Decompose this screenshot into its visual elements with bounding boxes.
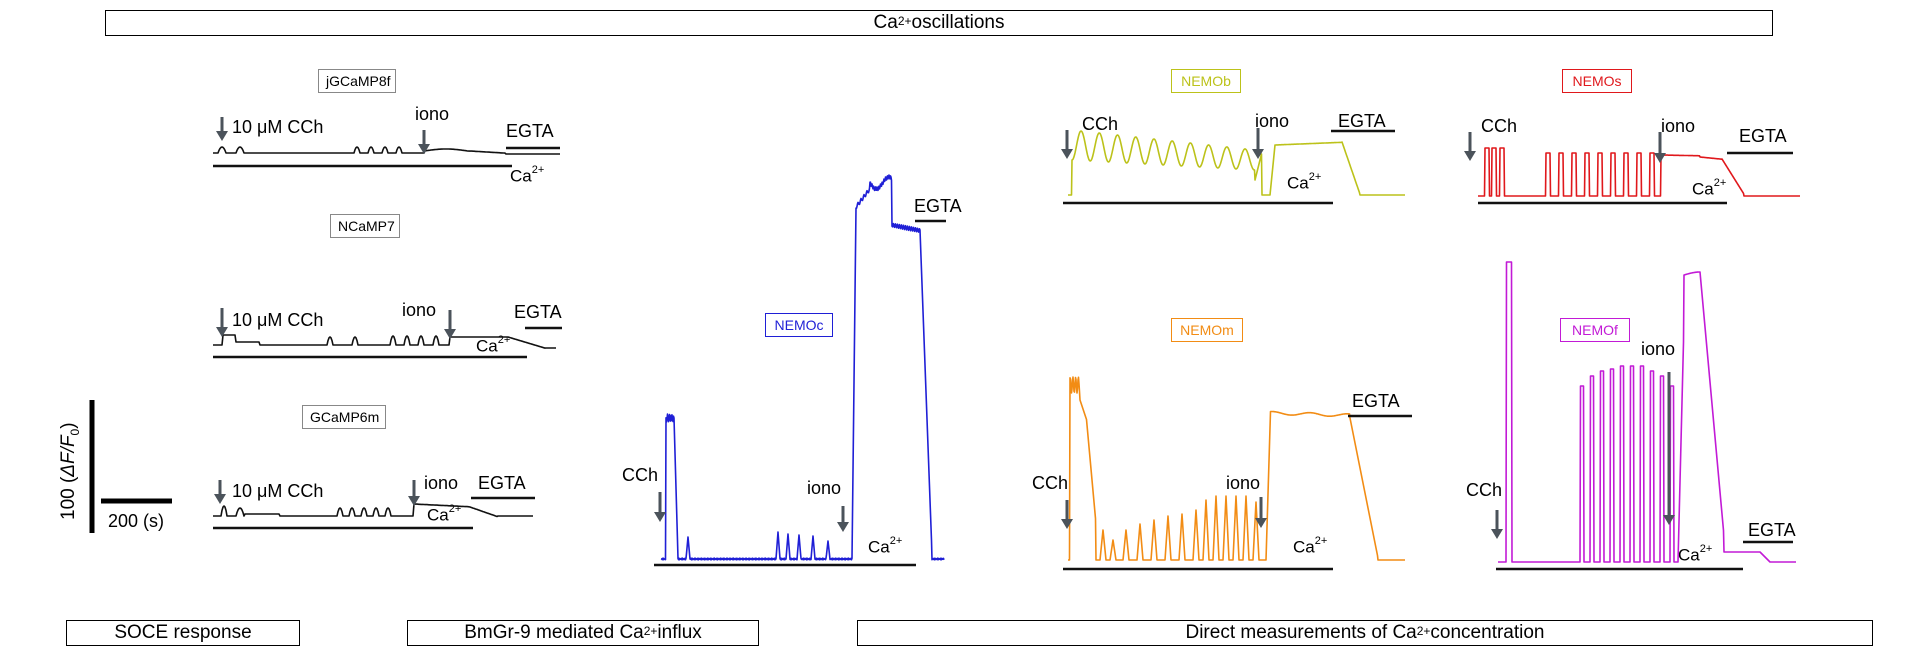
nemoc-egta-label: EGTA — [914, 196, 962, 216]
gc-iono-label: iono — [424, 473, 459, 493]
nemom-ca-sup: 2+ — [1314, 535, 1328, 547]
nemos-iono-label: iono — [1661, 116, 1696, 136]
jgcamp8f-iono-arrow — [418, 130, 430, 154]
nemob-ca-sup: 2+ — [1308, 171, 1322, 183]
nemom-ca-label: Ca2+ — [1293, 535, 1328, 558]
tag-gcamp6m: GCaMP6m — [302, 405, 386, 429]
jg-iono-label: iono — [415, 104, 450, 124]
nemoc-ca-label: Ca2+ — [868, 535, 903, 558]
nc-egta-label: EGTA — [514, 302, 562, 322]
nemob-trace — [1067, 130, 1406, 196]
nemof-iono-arrow — [1663, 372, 1675, 525]
nemof-iono-label: iono — [1641, 339, 1676, 359]
header-title-box: Ca 2+ oscillations — [105, 10, 1773, 36]
footer-direct-suffix: concentration — [1430, 622, 1545, 643]
tag-jgcamp8f: jGCaMP8f — [318, 69, 396, 93]
nemob-ca-text: Ca — [1287, 173, 1309, 193]
nemof-cch-label: CCh — [1466, 480, 1503, 500]
ncamp7-iono-arrow — [444, 310, 456, 339]
nemom-trace — [1067, 376, 1406, 561]
nemos-ca-text: Ca — [1692, 179, 1714, 199]
footer-bmgr-prefix: BmGr-9 mediated Ca — [464, 622, 644, 643]
tag-nemos: NEMOs — [1562, 69, 1632, 93]
footer-direct-box: Direct measurements of Ca 2+ concentratio… — [857, 620, 1873, 646]
jg-ca-label: Ca2+ — [510, 164, 545, 187]
nemom-cch-arrow — [1061, 500, 1073, 529]
nemos-egta-label: EGTA — [1739, 126, 1787, 146]
nemob-iono-arrow — [1252, 128, 1264, 159]
nemoc-ca-text: Ca — [868, 537, 890, 557]
header-title-sup: 2+ — [897, 14, 912, 28]
nemom-cch-label: CCh — [1032, 473, 1069, 493]
gc-egta-label: EGTA — [478, 473, 526, 493]
jgcamp8f-cch-arrow — [216, 117, 228, 141]
nemoc-iono-label: iono — [807, 478, 842, 498]
nemob-cch-arrow — [1061, 130, 1073, 159]
footer-soce-label: SOCE response — [114, 622, 252, 643]
gcamp6m-iono-arrow — [408, 480, 420, 506]
scale-x-label: 200 (s) — [108, 511, 165, 531]
gcamp6m-cch-arrow — [214, 480, 226, 504]
tag-nemob: NEMOb — [1171, 69, 1241, 93]
nemoc-iono-arrow — [837, 506, 849, 532]
nemos-iono-arrow — [1654, 132, 1666, 163]
nemob-ca-label: Ca2+ — [1287, 171, 1322, 194]
nemos-cch-arrow — [1464, 132, 1476, 161]
nemof-ca-text: Ca — [1678, 545, 1700, 565]
footer-bmgr-suffix: influx — [657, 622, 702, 643]
footer-direct-prefix: Direct measurements of Ca — [1185, 622, 1417, 643]
nemos-trace — [1477, 147, 1801, 197]
nemos-ca-sup: 2+ — [1713, 177, 1727, 189]
gc-ca-text: Ca — [427, 505, 449, 525]
footer-direct-sup: 2+ — [1416, 624, 1431, 638]
nemof-ca-sup: 2+ — [1699, 543, 1713, 555]
nemof-cch-arrow — [1491, 510, 1503, 539]
gc-cch-label: 10 μM CCh — [232, 481, 324, 501]
jg-egta-label: EGTA — [506, 121, 554, 141]
tag-ncamp7: NCaMP7 — [330, 214, 400, 238]
jg-ca-text: Ca — [510, 166, 532, 186]
nemom-egta-label: EGTA — [1352, 391, 1400, 411]
footer-bmgr-box: BmGr-9 mediated Ca 2+ influx — [407, 620, 759, 646]
tag-nemoc: NEMOc — [765, 313, 833, 337]
nemom-iono-arrow — [1255, 497, 1267, 528]
jgcamp8f-trace — [213, 146, 560, 155]
nemos-cch-label: CCh — [1481, 116, 1518, 136]
nemof-ca-label: Ca2+ — [1678, 543, 1713, 566]
nemob-iono-label: iono — [1255, 111, 1290, 131]
gcamp6m-trace — [213, 503, 533, 518]
nc-cch-label: 10 μM CCh — [232, 310, 324, 330]
header-title-suffix: oscillations — [911, 12, 1005, 33]
jg-ca-sup: 2+ — [531, 164, 545, 176]
nc-ca-text: Ca — [476, 336, 498, 356]
ncamp7-cch-arrow — [216, 308, 228, 337]
nemob-egta-label: EGTA — [1338, 111, 1386, 131]
tag-nemom: NEMOm — [1171, 318, 1243, 342]
nemoc-cch-label: CCh — [622, 465, 659, 485]
header-title-prefix: Ca — [873, 12, 898, 33]
nemom-ca-text: Ca — [1293, 537, 1315, 557]
nemom-iono-label: iono — [1226, 473, 1261, 493]
nemos-ca-label: Ca2+ — [1692, 177, 1727, 200]
footer-soce-box: SOCE response — [66, 620, 300, 646]
ncamp7-trace — [213, 334, 556, 349]
nemob-cch-label: CCh — [1082, 114, 1119, 134]
nemoc-trace — [660, 174, 945, 561]
nemof-egta-label: EGTA — [1748, 520, 1796, 540]
nemoc-ca-sup: 2+ — [889, 535, 903, 547]
nemoc-cch-arrow — [654, 492, 666, 522]
jg-cch-label: 10 μM CCh — [232, 117, 324, 137]
nc-iono-label: iono — [402, 300, 437, 320]
tag-nemof: NEMOf — [1560, 318, 1630, 342]
nemof-trace — [1497, 261, 1797, 563]
footer-bmgr-sup: 2+ — [643, 624, 658, 638]
